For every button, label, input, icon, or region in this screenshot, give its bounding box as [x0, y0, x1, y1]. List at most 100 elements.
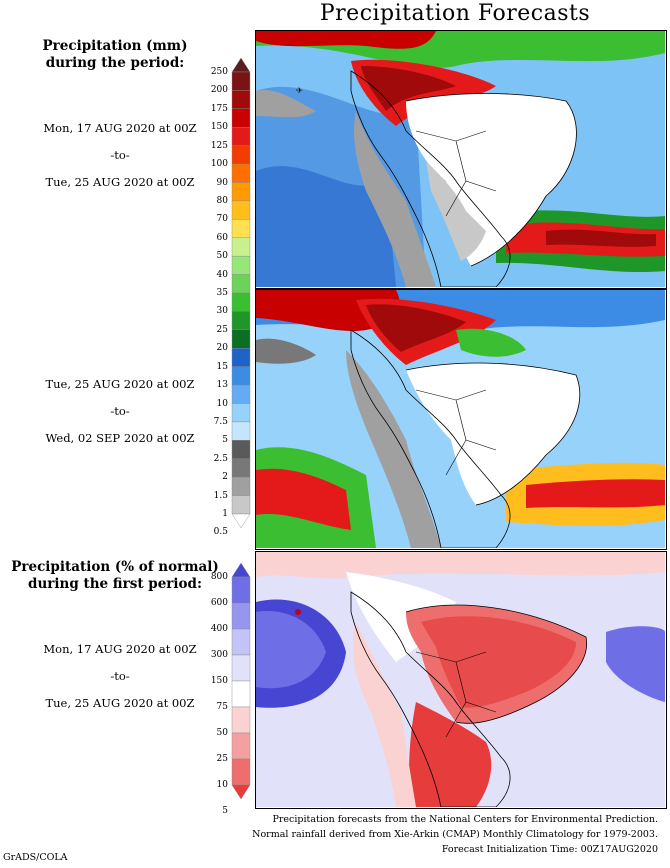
period-3-sep: -to- [110, 669, 130, 683]
precip-colorbar-swatch [231, 255, 251, 275]
precip-colorbar-label: 50 [216, 251, 228, 262]
period-3-end: Tue, 25 AUG 2020 at 00Z [45, 696, 195, 710]
precip-colorbar-swatch [231, 145, 251, 165]
precip-colorbar-swatch [231, 421, 251, 441]
precip-colorbar-label: 1.5 [213, 490, 228, 501]
precip-colorbar-label: 30 [216, 306, 228, 317]
precip-colorbar-label: 200 [210, 85, 228, 96]
anomaly-colorbar-swatch [231, 563, 251, 578]
precip-colorbar-swatch [231, 403, 251, 423]
precip-colorbar-swatch [231, 219, 251, 238]
anomaly-colorbar-label: 400 [210, 624, 228, 634]
footer-line-3: Forecast Initialization Time: 00Z17AUG20… [441, 844, 658, 855]
anomaly-colorbar-swatch [231, 784, 251, 799]
precip-colorbar-label: 35 [216, 288, 228, 298]
precip-colorbar-label: 0.5 [213, 527, 228, 538]
period-1-start: Mon, 17 AUG 2020 at 00Z [43, 121, 197, 135]
footer-notes: Precipitation forecasts from the Nationa… [252, 812, 658, 857]
precip-colorbar-swatch [231, 71, 251, 91]
period-3-start: Mon, 17 AUG 2020 at 00Z [43, 642, 197, 656]
anomaly-heading-line1: Precipitation (% of normal) [11, 559, 219, 575]
precip-colorbar-swatch [231, 108, 251, 128]
precip-colorbar-swatch [231, 348, 251, 367]
anomaly-colorbar-label: 600 [210, 598, 228, 608]
anomaly-colorbar-swatch [231, 628, 251, 656]
precip-colorbar [231, 58, 251, 528]
anomaly-colorbar-label: 300 [210, 650, 228, 660]
precip-colorbar-swatch [231, 311, 251, 331]
precip-map-week1: ✈ [255, 30, 667, 289]
anomaly-colorbar-label: 150 [210, 676, 228, 686]
anomaly-colorbar-label: 10 [216, 780, 228, 790]
precip-colorbar-label: 175 [210, 103, 228, 114]
period-2-start: Tue, 25 AUG 2020 at 00Z [45, 377, 195, 391]
anomaly-colorbar-label: 50 [216, 728, 228, 738]
precip-colorbar-swatch [231, 182, 251, 202]
footer-line-2: Normal rainfall derived from Xie-Arkin (… [252, 829, 658, 840]
period-2-end: Wed, 02 SEP 2020 at 00Z [45, 431, 195, 445]
svg-text:✈: ✈ [296, 86, 303, 95]
precip-colorbar-swatch [231, 90, 251, 110]
footer-line-1: Precipitation forecasts from the Nationa… [272, 814, 659, 825]
anomaly-map [255, 551, 667, 809]
precip-colorbar-swatch [231, 274, 251, 294]
precip-colorbar-label: 1 [222, 509, 228, 519]
precip-colorbar-swatch [231, 458, 251, 478]
precip-colorbar-swatch [231, 292, 251, 312]
precip-colorbar-label: 80 [216, 195, 228, 206]
period-1-dates: Mon, 17 AUG 2020 at 00Z -to- Tue, 25 AUG… [10, 121, 230, 190]
precip-colorbar-swatch [231, 476, 251, 496]
precip-heading-line1: Precipitation (mm) [42, 38, 188, 54]
page-title: Precipitation Forecasts [319, 1, 591, 26]
precip-colorbar-label: 70 [216, 214, 228, 225]
precip-map-week2 [255, 289, 667, 550]
credit-label: GrADS/COLA [3, 852, 68, 863]
precip-colorbar-label: 25 [216, 324, 228, 335]
precip-colorbar-label: 2.5 [213, 453, 228, 464]
precip-colorbar-label: 125 [210, 140, 228, 151]
precip-colorbar-swatch [231, 58, 251, 73]
precip-colorbar-label: 60 [216, 232, 228, 243]
anomaly-colorbar-swatch [231, 654, 251, 682]
precip-colorbar-label: 5 [222, 435, 228, 446]
precip-colorbar-label: 20 [216, 343, 228, 354]
anomaly-heading-line2: during the first period: [28, 576, 202, 592]
precip-colorbar-swatch [231, 440, 251, 459]
precip-colorbar-label: 40 [216, 269, 228, 280]
precip-colorbar-label: 10 [216, 398, 228, 409]
period-3-dates: Mon, 17 AUG 2020 at 00Z -to- Tue, 25 AUG… [10, 642, 230, 711]
anomaly-colorbar-swatch [231, 602, 251, 630]
anomaly-colorbar-labels: 800 600 400 300 150 75 50 25 10 5 [196, 563, 228, 816]
precip-colorbar-swatch [231, 384, 251, 404]
anomaly-colorbar-label: 75 [216, 702, 228, 712]
precip-colorbar-swatch [231, 329, 251, 349]
precip-colorbar-label: 100 [210, 159, 228, 170]
precip-colorbar-label: 150 [210, 122, 228, 133]
anomaly-colorbar-swatch [231, 758, 251, 786]
precip-colorbar-swatch [231, 163, 251, 183]
precip-heading: Precipitation (mm) during the period: [10, 38, 220, 72]
precip-heading-line2: during the period: [45, 55, 185, 71]
precip-colorbar-labels: 250 200 175 150 125 100 90 80 70 60 50 40 35 30 25 20 15… [196, 58, 228, 537]
precip-colorbar-swatch [231, 200, 251, 220]
period-1-end: Tue, 25 AUG 2020 at 00Z [45, 175, 195, 189]
anomaly-colorbar-label: 800 [210, 572, 228, 582]
precip-colorbar-swatch [231, 127, 251, 146]
precip-colorbar-label: 15 [216, 361, 228, 372]
anomaly-colorbar-swatch [231, 706, 251, 734]
precip-colorbar-label: 13 [216, 380, 228, 391]
precip-colorbar-swatch [231, 237, 251, 257]
anomaly-colorbar-label: 5 [222, 806, 228, 816]
precip-colorbar-label: 7.5 [213, 416, 228, 427]
precip-colorbar-label: 250 [210, 67, 228, 77]
period-1-sep: -to- [110, 148, 130, 162]
anomaly-colorbar-swatch [231, 576, 251, 604]
precip-colorbar-label: 90 [216, 177, 228, 188]
anomaly-colorbar [231, 563, 251, 799]
precip-colorbar-swatch [231, 495, 251, 515]
period-2-dates: Tue, 25 AUG 2020 at 00Z -to- Wed, 02 SEP… [10, 377, 230, 446]
precip-colorbar-swatch [231, 513, 251, 528]
precip-colorbar-label: 2 [222, 472, 228, 483]
anomaly-colorbar-swatch [231, 732, 251, 760]
precip-colorbar-swatch [231, 366, 251, 386]
